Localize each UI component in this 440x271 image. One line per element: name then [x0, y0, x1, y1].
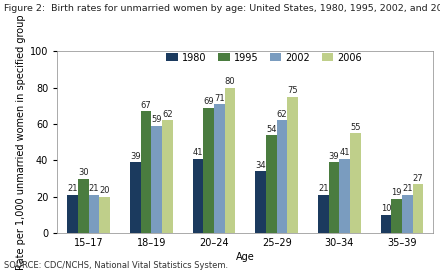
Text: 62: 62	[162, 110, 172, 119]
Text: 27: 27	[413, 174, 423, 183]
Text: 21: 21	[402, 185, 413, 193]
Bar	[203, 108, 214, 233]
Bar	[224, 88, 235, 233]
Text: 41: 41	[339, 148, 350, 157]
Text: 21: 21	[318, 185, 329, 193]
Bar	[193, 159, 203, 233]
Bar	[402, 195, 413, 233]
Bar	[277, 121, 287, 233]
Bar	[162, 121, 172, 233]
Bar	[88, 195, 99, 233]
Text: 41: 41	[193, 148, 203, 157]
Y-axis label: Rate per 1,000 unmarried women in specified group: Rate per 1,000 unmarried women in specif…	[16, 14, 26, 270]
Text: 21: 21	[88, 185, 99, 193]
Text: 10: 10	[381, 204, 391, 214]
Text: Figure 2:  Birth rates for unmarried women by age: United States, 1980, 1995, 20: Figure 2: Birth rates for unmarried wome…	[4, 4, 440, 13]
X-axis label: Age: Age	[236, 252, 255, 262]
Bar	[266, 135, 277, 233]
Text: 39: 39	[329, 152, 339, 161]
Bar	[255, 171, 266, 233]
Text: 20: 20	[99, 186, 110, 195]
Text: 39: 39	[130, 152, 140, 161]
Text: 19: 19	[392, 188, 402, 197]
Text: 71: 71	[214, 94, 224, 103]
Bar	[381, 215, 392, 233]
Bar	[287, 97, 298, 233]
Bar	[78, 179, 88, 233]
Text: 34: 34	[255, 161, 266, 170]
Bar	[151, 126, 162, 233]
Text: 30: 30	[78, 168, 88, 177]
Bar	[99, 197, 110, 233]
Text: 59: 59	[151, 115, 162, 124]
Text: SOURCE: CDC/NCHS, National Vital Statistics System.: SOURCE: CDC/NCHS, National Vital Statist…	[4, 261, 228, 270]
Text: 21: 21	[67, 185, 78, 193]
Bar	[413, 184, 423, 233]
Text: 69: 69	[203, 97, 214, 106]
Text: 55: 55	[350, 123, 361, 132]
Bar	[350, 133, 361, 233]
Bar	[339, 159, 350, 233]
Text: 54: 54	[266, 125, 277, 134]
Bar	[318, 195, 329, 233]
Text: 62: 62	[277, 110, 287, 119]
Legend: 1980, 1995, 2002, 2006: 1980, 1995, 2002, 2006	[166, 53, 362, 63]
Bar	[67, 195, 78, 233]
Bar	[141, 111, 151, 233]
Bar	[329, 162, 339, 233]
Bar	[214, 104, 224, 233]
Text: 75: 75	[287, 86, 298, 95]
Text: 80: 80	[225, 77, 235, 86]
Bar	[130, 162, 141, 233]
Text: 67: 67	[140, 101, 151, 110]
Bar	[392, 199, 402, 233]
